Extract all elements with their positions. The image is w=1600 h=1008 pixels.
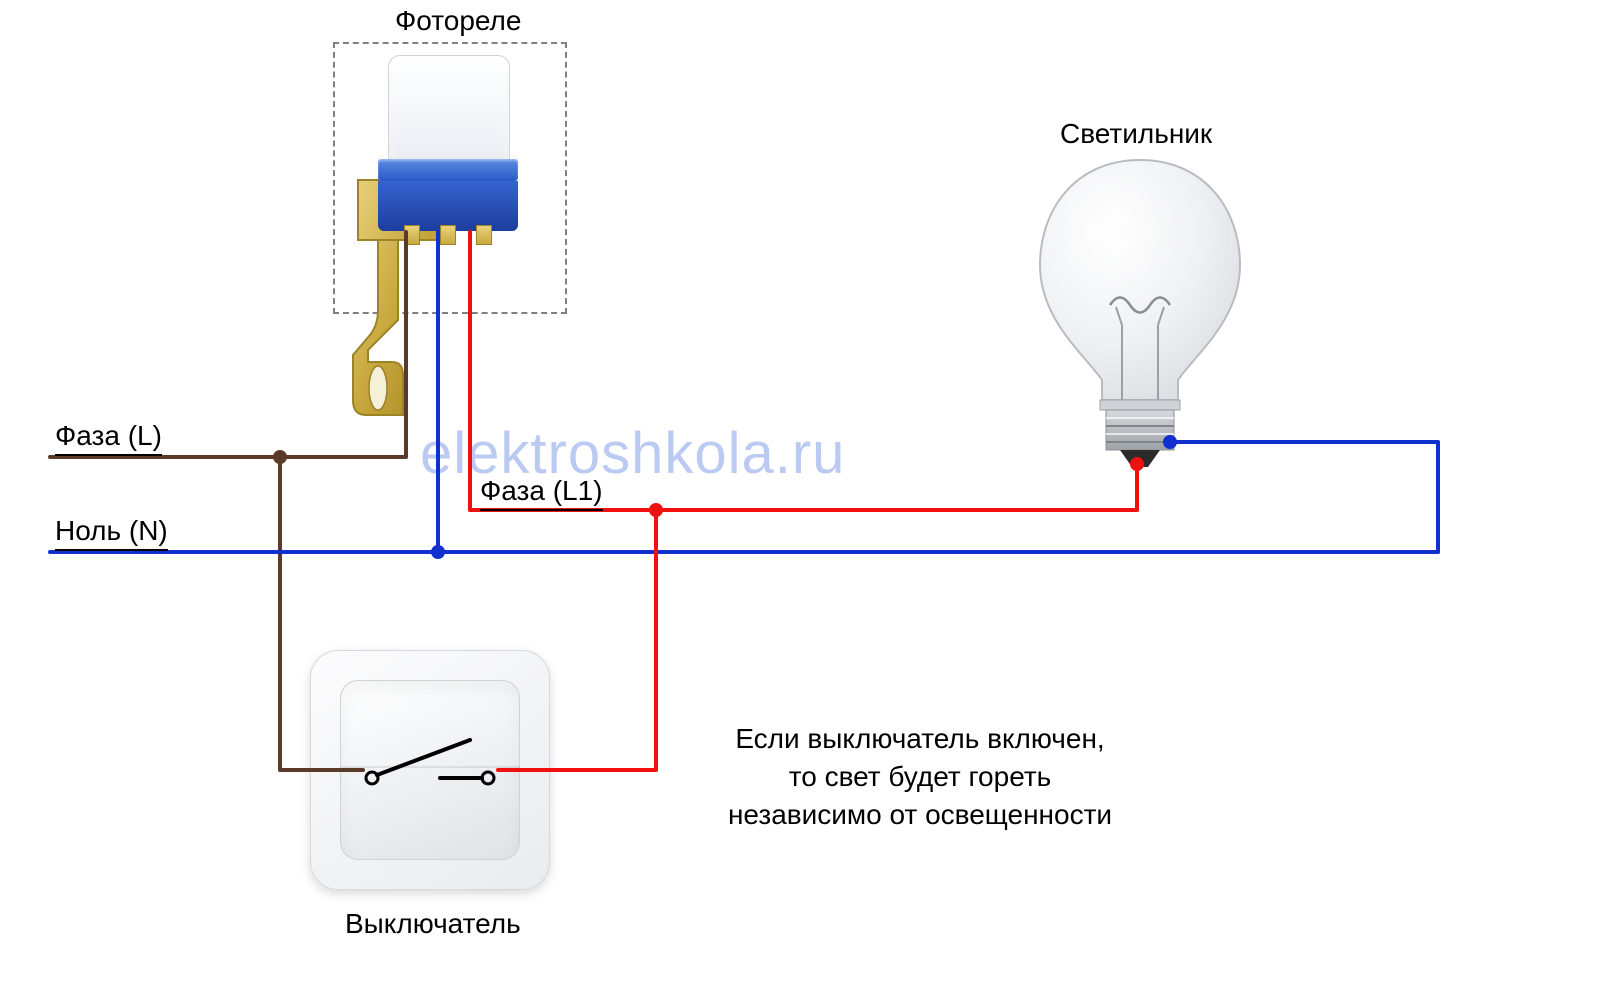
label-switch: Выключатель: [345, 908, 521, 940]
wire-junction: [1130, 457, 1144, 471]
wire-junction: [649, 503, 663, 517]
label-lamp: Светильник: [1060, 118, 1212, 150]
wire-junction: [273, 450, 287, 464]
lamp-bulb: [1030, 155, 1250, 475]
label-phase-L: Фаза (L): [55, 420, 162, 456]
wall-switch: [310, 650, 550, 890]
note-text: Если выключатель включен,то свет будет г…: [680, 720, 1160, 833]
wiring: [0, 0, 1600, 1008]
photorelay-device: [368, 55, 528, 265]
wire-junction: [1163, 435, 1177, 449]
label-photorelay: Фотореле: [395, 5, 521, 37]
wire-junction: [431, 545, 445, 559]
label-neutral: Ноль (N): [55, 515, 168, 551]
label-phase-L1: Фаза (L1): [480, 475, 603, 511]
